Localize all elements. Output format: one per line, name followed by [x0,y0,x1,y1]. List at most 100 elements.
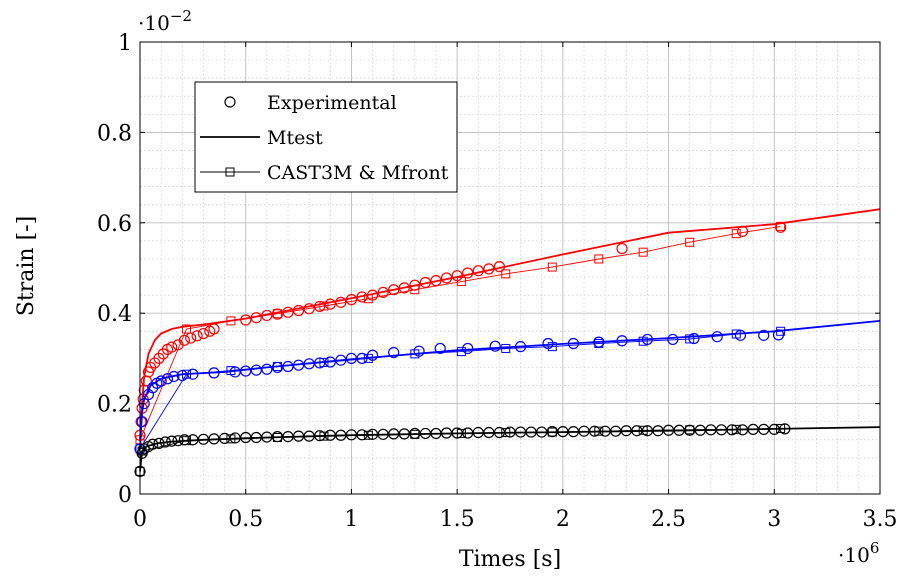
cast3m-marker [638,247,648,257]
experimental-marker [324,298,336,310]
experimental-marker [366,349,379,361]
experimental-marker [758,329,770,341]
y-tick-label: 1 [118,31,132,56]
experimental-marker [366,289,379,301]
experimental-marker [413,345,425,357]
experimental-marker [667,333,679,346]
cast3m-marker [410,285,420,295]
experimental-marker [440,272,453,284]
cast3m-marker [501,343,511,353]
experimental-marker [335,296,347,308]
y-axis-label: Strain [-] [14,216,39,316]
cast3m-line [139,330,781,450]
experimental-marker [388,346,400,359]
experimental-marker [567,337,580,350]
experimental-marker [178,434,190,446]
cast3m-marker [456,347,466,357]
experimental-marker [356,352,368,364]
experimental-marker [736,225,749,237]
experimental-marker [229,366,241,378]
experimental-marker [616,242,628,255]
experimental-marker [616,335,628,347]
cast3m-marker [363,353,373,363]
x-tick-label: 1.5 [440,507,475,532]
experimental-marker [335,354,347,366]
experimental-marker [345,294,358,306]
experimental-marker [240,314,252,326]
experimental-marker [324,356,336,368]
experimental-marker [282,360,294,373]
legend-entry: CAST3M & Mfront [200,162,449,184]
experimental-marker [271,308,284,320]
experimental-marker [493,261,506,273]
experimental-marker [208,367,220,379]
series-group [134,320,881,455]
x-tick-label: 1 [344,507,358,532]
cast3m-marker [501,269,511,279]
x-tick-label: 3 [767,507,781,532]
experimental-marker [261,309,273,322]
legend-label: Mtest [267,127,323,149]
cast3m-marker [226,316,236,326]
cast3m-marker [776,326,786,336]
y-tick-label: 0.4 [97,302,132,327]
cast3m-marker [594,426,604,436]
experimental-marker [172,435,184,447]
experimental-marker [388,284,400,296]
x-tick-label: 0.5 [228,507,263,532]
experimental-marker [377,286,389,299]
experimental-marker [711,331,723,343]
experimental-marker [775,221,787,233]
experimental-marker [292,359,305,371]
experimental-marker [314,300,326,313]
cast3m-marker [685,237,695,247]
x-tick-label: 0 [133,507,147,532]
series-group [134,208,881,445]
cast3m-marker [731,229,741,239]
experimental-marker [282,306,294,318]
x-tick-label: 2 [556,507,570,532]
experimental-marker [208,323,220,335]
experimental-marker [398,282,410,294]
grid [140,42,880,494]
x-tick-label: 2.5 [651,507,686,532]
experimental-marker [178,334,190,346]
cast3m-marker [182,324,192,334]
cast3m-marker [547,262,557,272]
experimental-marker [271,361,284,374]
y-tick-label: 0.8 [97,121,132,146]
legend-box [194,81,458,193]
plot-frame [139,41,881,495]
experimental-marker [483,263,495,275]
cast3m-line [139,428,781,472]
experimental-marker [166,435,178,447]
tick-layer: 0 0.5 1 1.5 2 2.5 3 3.5 0 0.2 0.4 0.6 0.8 1 [97,31,898,532]
experimental-marker [191,330,203,342]
mtest-line [139,208,881,440]
experimental-marker [153,437,165,449]
y-tick-label: 0.2 [97,393,132,418]
experimental-marker [451,270,463,282]
experimental-marker [250,312,262,324]
series-group [134,423,881,477]
experimental-marker [462,342,474,355]
y-tick-label: 0.6 [97,212,132,237]
experimental-marker [250,364,262,376]
experimental-marker [641,333,654,346]
legend-label: CAST3M & Mfront [267,162,449,184]
experimental-marker [772,329,785,341]
experimental-marker [185,332,197,344]
experimental-marker [140,375,152,387]
experimental-marker [462,267,474,279]
experimental-marker [155,375,167,387]
experimental-marker [176,369,188,382]
x-axis-label: Times [s] [459,547,561,572]
experimental-marker [688,332,700,345]
cast3m-marker [363,294,373,304]
legend-circle-marker [224,96,236,108]
experimental-marker [159,436,171,448]
legend-entry: Experimental [224,92,397,114]
experimental-marker [542,337,554,350]
cast3m-line [139,225,781,440]
experimental-marker [314,357,326,369]
